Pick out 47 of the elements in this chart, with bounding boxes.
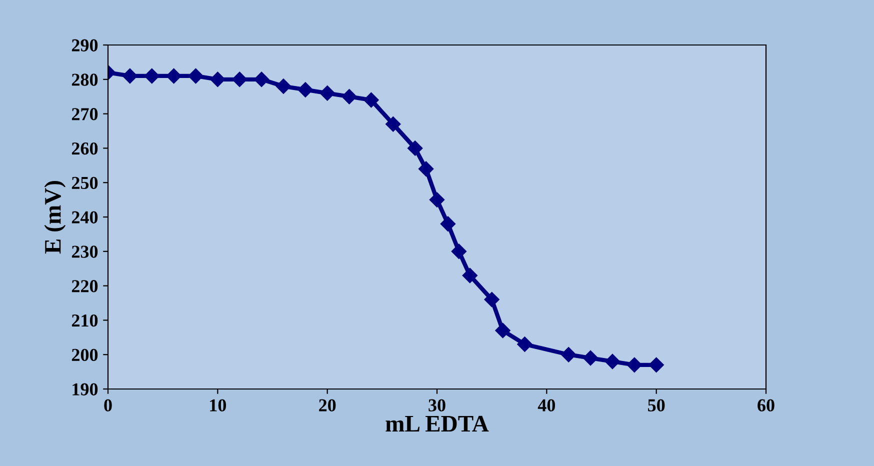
point — [648, 357, 664, 372]
point — [210, 72, 226, 87]
point — [582, 350, 598, 366]
y-tick-label: 230 — [72, 246, 98, 258]
y-tick-label: 250 — [72, 176, 98, 190]
x-tick-label: 0 — [104, 399, 112, 412]
point — [418, 161, 434, 176]
point — [626, 357, 642, 372]
point — [122, 68, 138, 84]
point — [604, 354, 620, 370]
y-tick-label: 280 — [72, 74, 98, 86]
x-tick-label: 40 — [538, 399, 556, 412]
y-axis-title: E (mV) — [44, 180, 66, 254]
point — [495, 322, 510, 338]
point — [462, 268, 478, 284]
y-tick-label: 210 — [72, 314, 98, 327]
y-tick-label: 270 — [72, 108, 98, 120]
point — [320, 86, 335, 101]
x-tick-label: 60 — [758, 399, 774, 412]
point — [342, 89, 357, 104]
point — [254, 72, 270, 87]
point — [298, 82, 313, 98]
x-tick-label: 20 — [319, 399, 336, 412]
point — [144, 68, 160, 84]
y-tick-label: 290 — [72, 39, 98, 52]
point — [561, 347, 576, 362]
point — [407, 140, 423, 156]
point — [484, 292, 500, 308]
point — [364, 92, 379, 108]
point — [451, 244, 467, 259]
point — [166, 68, 182, 84]
point — [232, 72, 248, 87]
point — [276, 78, 292, 94]
x-tick-label: 30 — [428, 399, 446, 412]
point — [188, 68, 204, 84]
y-tick-label: 260 — [72, 142, 98, 155]
y-tick-label: 200 — [72, 348, 98, 362]
point — [429, 192, 445, 208]
x-tick-label: 10 — [210, 399, 226, 412]
point — [440, 216, 456, 232]
y-tick-label: 240 — [72, 211, 98, 224]
point — [386, 116, 401, 132]
point — [517, 336, 532, 352]
x-axis-title: mL EDTA — [386, 416, 489, 432]
y-tick-label: 190 — [72, 383, 98, 396]
x-tick-label: 50 — [648, 399, 665, 412]
y-tick-label: 220 — [72, 280, 98, 292]
